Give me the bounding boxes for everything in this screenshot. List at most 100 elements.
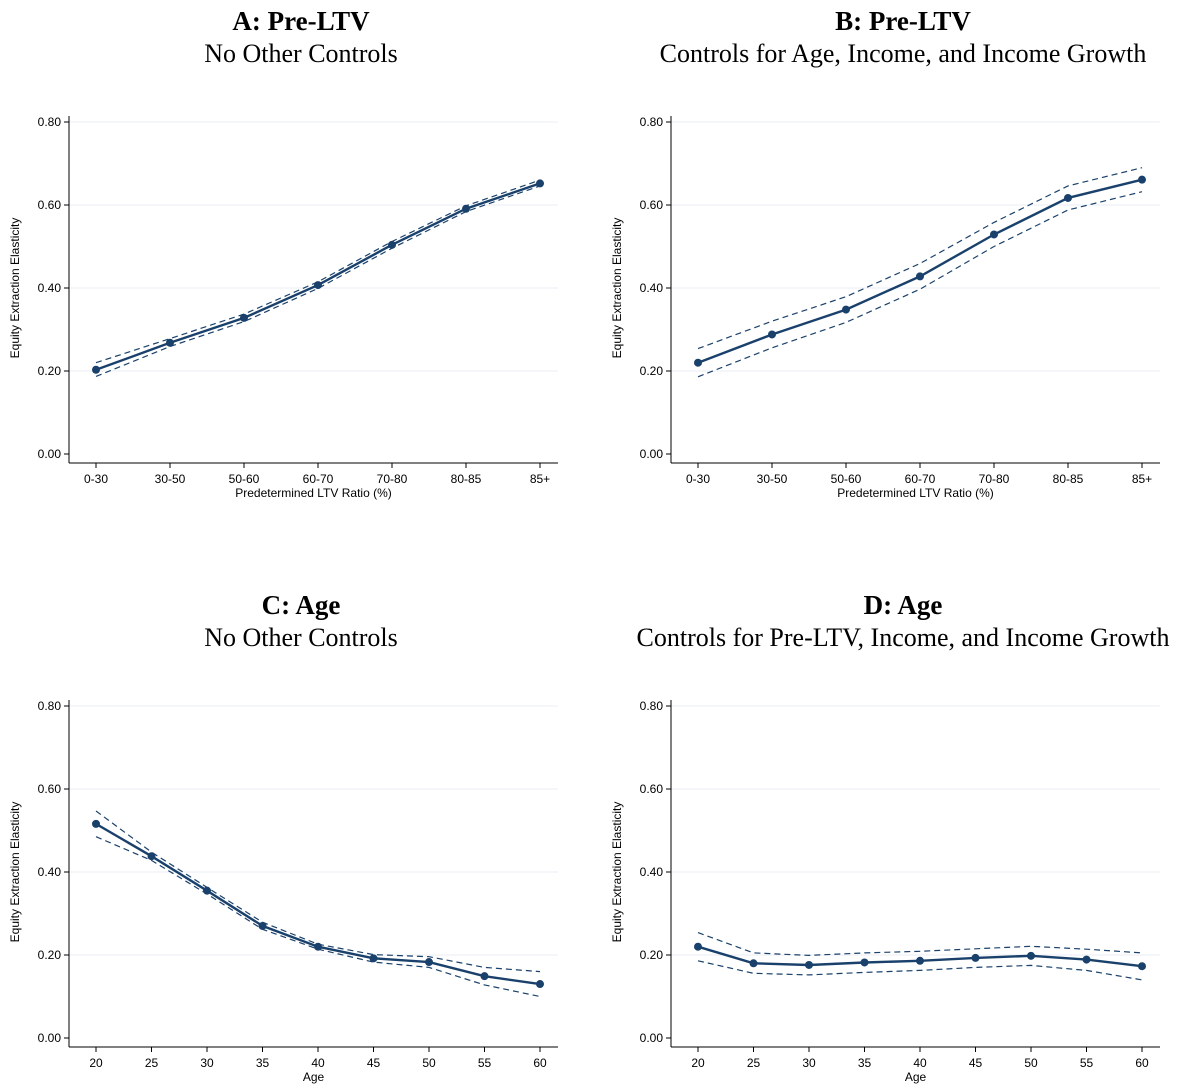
- x-tick-label: 60-70: [905, 472, 936, 486]
- chart-d: 0.00 0.20 0.40 0.60 0.80 20 25 30 35 40 45 50 55 60 Ag…: [610, 699, 1160, 1084]
- series-estimate-point: [916, 272, 924, 281]
- y-tick-label: 0.00: [640, 447, 664, 461]
- y-tick-label: 0.00: [38, 1031, 62, 1045]
- y-tick-label: 0.60: [38, 782, 62, 796]
- y-tick-label: 0.00: [38, 447, 62, 461]
- x-tick-label: 55: [1080, 1056, 1094, 1070]
- chart-b: 0.00 0.20 0.40 0.60 0.80 0-30 30-50 50-60 60-70 7…: [610, 115, 1160, 500]
- y-tick-label: 0.40: [38, 865, 62, 879]
- panel-subtitle: No Other Controls: [204, 39, 398, 68]
- y-tick-label: 0.60: [640, 782, 664, 796]
- x-tick-label: 35: [858, 1056, 872, 1070]
- x-tick-label: 0-30: [84, 472, 108, 486]
- x-tick-label: 25: [747, 1056, 761, 1070]
- series-estimate-point: [536, 179, 544, 188]
- panel-title-block: B: Pre-LTV Controls for Age, Income, and…: [602, 4, 1204, 70]
- series-upper-ci-line: [697, 167, 1143, 350]
- x-tick-label: 60: [533, 1056, 547, 1070]
- x-axis-label: Predetermined LTV Ratio (%): [837, 486, 994, 500]
- series-lower-ci-line: [697, 960, 1143, 981]
- series-estimate-point: [971, 953, 980, 962]
- panel-title-block: A: Pre-LTV No Other Controls: [0, 4, 602, 70]
- x-tick-label: 20: [89, 1056, 103, 1070]
- x-axis-ticks: 20 25 30 35 40 45 50 55 60: [691, 1047, 1149, 1070]
- y-tick-label: 0.60: [640, 198, 664, 212]
- y-tick-label: 0.40: [38, 281, 62, 295]
- x-tick-label: 70-80: [979, 472, 1010, 486]
- x-tick-label: 25: [145, 1056, 159, 1070]
- panel-subtitle: Controls for Age, Income, and Income Gro…: [659, 39, 1147, 68]
- series-estimate-point: [240, 313, 248, 322]
- series-estimate-point: [388, 240, 396, 249]
- series-estimate-point: [694, 942, 702, 951]
- panel-a: A: Pre-LTV No Other Controls 0.00 0.20 0.4…: [0, 0, 602, 544]
- series-estimate-point: [258, 921, 267, 930]
- x-tick-label: 30: [802, 1056, 816, 1070]
- series-estimate-point: [92, 365, 100, 374]
- chart-a: 0.00 0.20 0.40 0.60 0.80 0-30 30-50 50-60 60-70 7…: [8, 115, 558, 500]
- x-tick-label: 40: [311, 1056, 325, 1070]
- x-tick-label: 80-85: [1053, 472, 1084, 486]
- x-axis-ticks: 0-30 30-50 50-60 60-70 70-80 80-85 85+: [686, 463, 1152, 486]
- y-tick-label: 0.20: [640, 364, 664, 378]
- series-estimate-point: [425, 958, 433, 967]
- x-axis-ticks: 0-30 30-50 50-60 60-70 70-80 80-85 85+: [84, 463, 550, 486]
- y-tick-label: 0.60: [38, 198, 62, 212]
- x-tick-label: 50-60: [831, 472, 862, 486]
- x-tick-label: 40: [913, 1056, 927, 1070]
- x-tick-label: 35: [256, 1056, 270, 1070]
- x-tick-label: 50: [1024, 1056, 1038, 1070]
- series-estimate-point: [166, 338, 174, 347]
- series-estimate-point: [916, 956, 924, 965]
- series-estimate-point: [805, 960, 813, 969]
- panel-subtitle: Controls for Pre-LTV, Income, and Income…: [636, 623, 1170, 652]
- series-estimate-line: [95, 182, 541, 371]
- x-axis-label: Predetermined LTV Ratio (%): [235, 486, 392, 500]
- series-estimate-point: [147, 852, 156, 861]
- x-tick-label: 55: [478, 1056, 492, 1070]
- panel-c: C: Age No Other Controls 0.00 0.20 0.40 0.6…: [0, 544, 602, 1088]
- panel-title: A: Pre-LTV: [232, 6, 370, 36]
- series-estimate-point: [842, 305, 850, 314]
- series-estimate-point: [694, 358, 702, 367]
- x-tick-label: 80-85: [451, 472, 482, 486]
- panel-title: D: Age: [863, 590, 943, 620]
- y-tick-label: 0.20: [38, 364, 62, 378]
- series-estimate-line: [95, 822, 541, 986]
- panel-title: C: Age: [261, 590, 341, 620]
- x-tick-label: 45: [969, 1056, 983, 1070]
- x-axis-ticks: 20 25 30 35 40 45 50 55 60: [89, 1047, 547, 1070]
- x-tick-label: 60-70: [303, 472, 334, 486]
- series-estimate-point: [860, 958, 869, 967]
- y-tick-label: 0.80: [640, 699, 664, 713]
- series-estimate-point: [203, 886, 211, 895]
- y-tick-label: 0.80: [640, 115, 664, 129]
- chart-c: 0.00 0.20 0.40 0.60 0.80 20 25 30 35 40 45 50 55 60 Ag…: [8, 699, 558, 1084]
- series-estimate-point: [1027, 951, 1035, 960]
- y-tick-label: 0.40: [640, 865, 664, 879]
- x-tick-label: 60: [1135, 1056, 1149, 1070]
- y-axis-ticks: 0.00 0.20 0.40 0.60 0.80: [640, 115, 1160, 461]
- series-lower-ci-line: [95, 836, 541, 998]
- x-axis-label: Age: [905, 1070, 927, 1084]
- x-tick-label: 85+: [1132, 472, 1152, 486]
- series-upper-ci-line: [697, 932, 1143, 957]
- series-estimate-point: [768, 330, 776, 339]
- series-estimate-point: [1138, 962, 1146, 971]
- series-lower-ci-line: [697, 191, 1143, 378]
- series-estimate-point: [92, 819, 100, 828]
- y-tick-label: 0.40: [640, 281, 664, 295]
- series-estimate-point: [462, 204, 470, 213]
- panel-title: B: Pre-LTV: [835, 6, 971, 36]
- series-estimate-point: [314, 281, 322, 290]
- x-tick-label: 45: [367, 1056, 381, 1070]
- x-tick-label: 50: [422, 1056, 436, 1070]
- series-estimate-point: [314, 942, 322, 951]
- panel-b: B: Pre-LTV Controls for Age, Income, and…: [602, 0, 1204, 544]
- x-tick-label: 30: [200, 1056, 214, 1070]
- y-tick-label: 0.80: [38, 699, 62, 713]
- x-tick-label: 30-50: [757, 472, 788, 486]
- series-estimate-point: [1138, 175, 1146, 184]
- y-axis-label: Equity Extraction Elasticity: [610, 218, 624, 359]
- y-tick-label: 0.20: [38, 948, 62, 962]
